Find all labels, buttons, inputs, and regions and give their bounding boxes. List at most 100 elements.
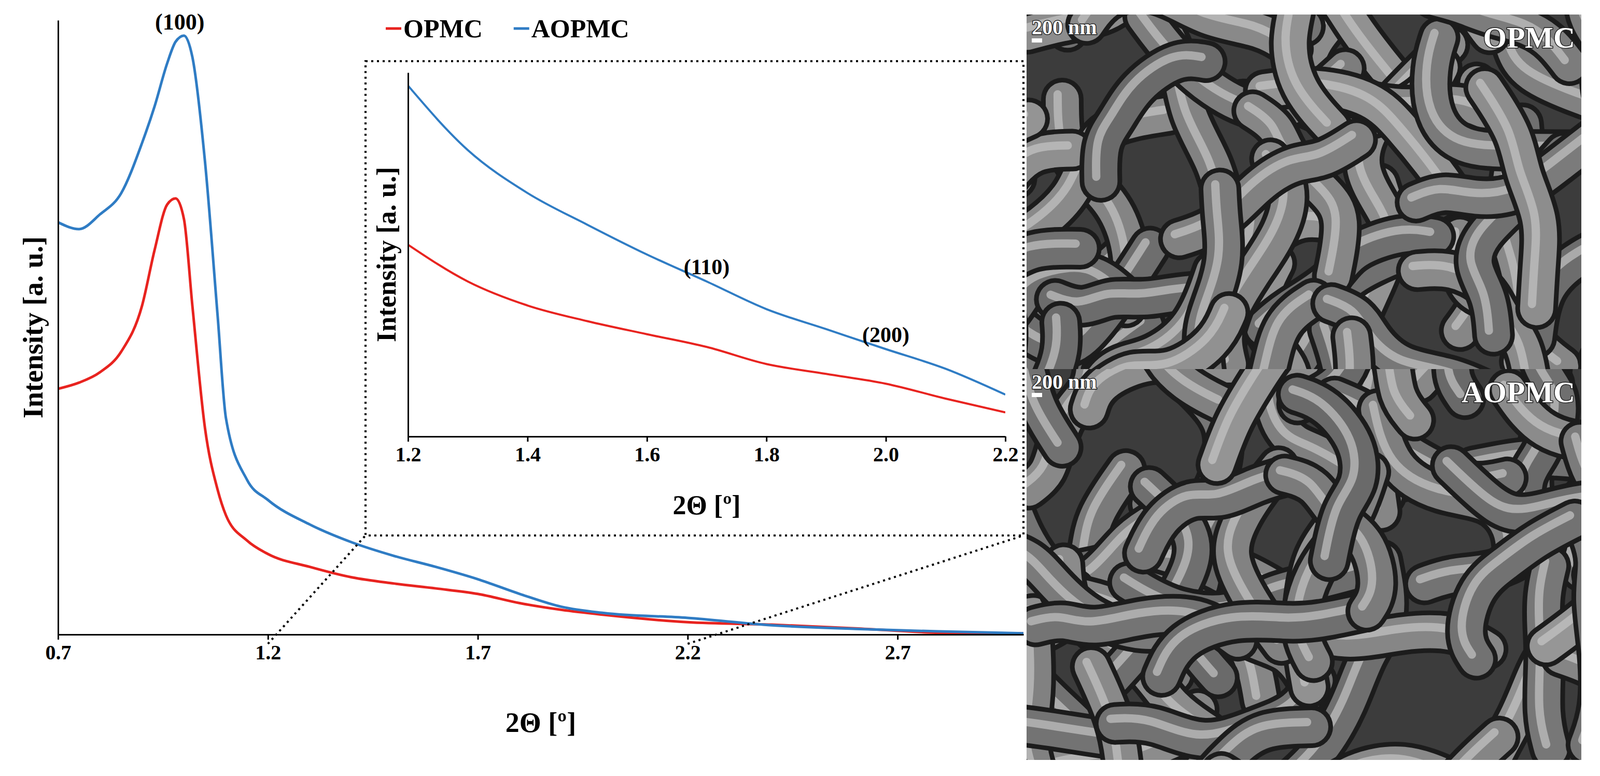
x-tick: 1.7: [465, 634, 491, 665]
y-axis-title: Intensity [a. u.]: [371, 166, 402, 343]
plot-area: [58, 35, 1024, 634]
series-line: [408, 85, 1006, 395]
sem-rod: [1248, 299, 1314, 370]
x-axis-line: [58, 634, 1024, 636]
scale-bar-label: 200 nm: [1031, 370, 1098, 394]
zoom-connectors: [268, 535, 1024, 644]
sem-rod-highlight: [1026, 243, 1076, 280]
sem-rod: [1264, 337, 1355, 370]
sem-rod-highlight: [1292, 389, 1355, 556]
sem-rod: [1026, 118, 1029, 236]
inset-frame: [365, 61, 1024, 536]
legend-swatch: [385, 27, 402, 31]
legend: OPMC AOPMC: [385, 13, 630, 44]
x-tick-label: 1.4: [514, 442, 541, 467]
sem-rod-highlight: [1480, 82, 1537, 305]
x-tick-label: 1.7: [465, 640, 491, 665]
legend-item: OPMC: [385, 13, 483, 44]
x-tick: 1.6: [634, 436, 661, 467]
sem-rod-shadow: [1026, 118, 1029, 236]
x-tick-label: 1.2: [395, 442, 422, 467]
sem-rod-highlight: [1156, 606, 1361, 672]
x-tick: 1.2: [395, 436, 422, 467]
y-axis-title: Intensity [a. u.]: [17, 236, 49, 419]
x-tick-mark: [896, 634, 899, 640]
sem-texture: [1026, 369, 1582, 761]
sem-rod: [1100, 59, 1206, 182]
sem-rod-highlight: [1259, 332, 1351, 370]
x-tick-label: 2.0: [873, 442, 900, 467]
y-axis-line: [407, 73, 410, 438]
series-line: [408, 244, 1006, 413]
x-axis-line: [408, 436, 1006, 438]
x-tick-mark: [1004, 436, 1007, 442]
x-tick: 1.4: [514, 436, 541, 467]
sem-rod: [1091, 369, 1223, 405]
x-tick-mark: [885, 436, 888, 442]
x-tick: 2.2: [992, 436, 1019, 467]
plot-area: [408, 85, 1006, 413]
peak-label: (110): [683, 255, 731, 280]
sem-rod-highlight: [1216, 758, 1450, 761]
figure: 0.7 1.2 1.7 2.2 2.7 2Θ [º] Intensity [a. u.] (1…: [0, 0, 1600, 776]
sem-image: 200 nm OPMC: [845, 0, 1600, 599]
x-tick-mark: [526, 436, 529, 442]
zoom-connector: [687, 535, 1024, 644]
sem-rod: [1161, 611, 1366, 677]
sem-rod-highlight: [1446, 460, 1582, 510]
sem-rod-highlight: [1087, 369, 1218, 400]
zoom-connector: [268, 535, 366, 644]
sem-rod-shadow: [1270, 14, 1332, 128]
x-tick-label: 1.8: [753, 442, 780, 467]
x-tick: 0.7: [45, 634, 72, 665]
y-axis: [408, 73, 409, 438]
sem-rod: [1026, 150, 1073, 221]
x-tick-mark: [686, 634, 689, 640]
sem-texture: [1026, 14, 1582, 370]
sem-rod-shadow: [1161, 611, 1366, 677]
x-tick-mark: [646, 436, 649, 442]
sem-rod-highlight: [1060, 307, 1225, 370]
sem-rod-highlight: [1026, 145, 1068, 216]
sem-rod-highlight: [1461, 515, 1570, 655]
x-tick-label: 1.2: [255, 640, 282, 665]
legend-label: AOPMC: [531, 13, 630, 44]
legend-swatch: [513, 27, 530, 31]
scale-bar: [1031, 38, 1043, 43]
x-tick-label: 2.7: [885, 640, 911, 665]
legend-label: OPMC: [403, 13, 483, 44]
x-tick-mark: [267, 634, 270, 640]
x-axis-title: 2Θ [º]: [672, 490, 741, 521]
sem-rod-shadow: [1091, 369, 1223, 405]
sem-rod-highlight: [1407, 732, 1495, 761]
x-tick: 2.2: [675, 634, 701, 665]
x-tick: 2.0: [873, 436, 900, 467]
y-axis: [58, 20, 59, 636]
x-tick-mark: [407, 436, 410, 442]
y-axis-line: [57, 20, 60, 636]
sem-rod-shadow: [1026, 150, 1073, 221]
x-tick-label: 2.2: [992, 442, 1019, 467]
sem-rod: [1143, 475, 1289, 554]
x-tick-label: 0.7: [45, 640, 72, 665]
x-tick: 2.7: [885, 634, 911, 665]
sem-image: 200 nmAOPMC: [850, 119, 1600, 776]
series-line: [58, 35, 1024, 634]
peak-label: (100): [155, 9, 205, 35]
main-chart: 0.7 1.2 1.7 2.2 2.7 2Θ [º] Intensity [a. u.] (1…: [17, 9, 1024, 739]
sem-rod-highlight: [1096, 54, 1202, 177]
image-title: OPMC: [1483, 20, 1576, 55]
x-tick-mark: [477, 634, 480, 640]
x-tick: 1.8: [753, 436, 780, 467]
sem-rod-shadow: [1248, 299, 1314, 370]
sem-rod-shadow: [1143, 475, 1289, 554]
x-tick-mark: [57, 634, 60, 640]
sem-rod-highlight: [1026, 317, 1057, 370]
x-tick-label: 1.6: [634, 442, 661, 467]
legend-item: AOPMC: [513, 13, 630, 44]
sem-rod-shadow: [1264, 337, 1355, 370]
sem-rod-highlight: [1265, 14, 1327, 123]
scale-bar-label: 200 nm: [1031, 15, 1098, 39]
x-tick: 1.2: [255, 634, 282, 665]
x-axis: 1.2 1.4 1.6 1.8 2.0 2.2: [395, 436, 1019, 467]
